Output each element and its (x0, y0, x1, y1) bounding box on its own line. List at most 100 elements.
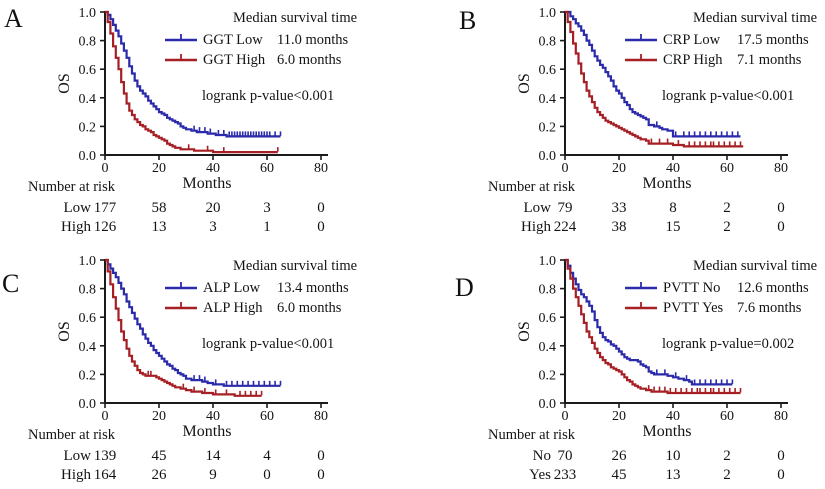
legend-median-value: 7.1 months (737, 52, 802, 68)
y-tick-label: 0.4 (539, 340, 557, 355)
risk-count: 0 (317, 219, 325, 235)
y-tick-label: 0.0 (539, 149, 557, 164)
risk-count: 2 (723, 448, 731, 464)
km-panel-a: A 0.0 0.2 0.4 0.6 0.8 1.0 0 20 40 60 80 Months OS Med… (0, 0, 412, 244)
legend-series-name: CRP High (663, 52, 723, 68)
km-curve-high (565, 258, 741, 395)
legend-series-name: GGT High (203, 52, 266, 68)
risk-count: 4 (263, 448, 271, 464)
y-tick-label: 1.0 (539, 6, 557, 21)
y-tick-label: 0.4 (539, 92, 557, 107)
x-tick-label: 0 (102, 161, 109, 176)
x-axis-label: Months (643, 423, 692, 440)
y-axis-label: OS (516, 73, 533, 93)
risk-count: 177 (94, 200, 117, 216)
risk-table-header: Number at risk (488, 427, 576, 443)
km-panel-c: C 0.0 0.2 0.4 0.6 0.8 1.0 0 20 40 60 80 Months OS Med… (0, 245, 412, 489)
x-tick-label: 20 (612, 161, 626, 176)
legend-series-name: PVTT No (663, 280, 720, 296)
y-tick-label: 0.6 (79, 311, 97, 326)
risk-count: 15 (666, 219, 681, 235)
risk-count: 70 (558, 448, 573, 464)
legend-median-value: 12.6 months (737, 280, 809, 296)
risk-row-label: High (61, 467, 92, 483)
pvalue-annotation: logrank p-value=0.002 (662, 336, 794, 352)
risk-count: 9 (209, 467, 217, 483)
risk-count: 10 (666, 448, 681, 464)
y-tick-label: 1.0 (539, 254, 557, 269)
risk-row-label: High (61, 219, 92, 235)
km-panel-b: B 0.0 0.2 0.4 0.6 0.8 1.0 0 20 40 60 80 Months OS Med… (413, 0, 825, 244)
risk-count: 0 (777, 219, 785, 235)
risk-count: 0 (777, 448, 785, 464)
risk-count: 1 (263, 219, 271, 235)
x-tick-label: 60 (260, 409, 274, 424)
x-tick-label: 60 (260, 161, 274, 176)
x-axis-label: Months (643, 175, 692, 192)
risk-count: 79 (558, 200, 573, 216)
x-tick-label: 20 (152, 409, 166, 424)
risk-count: 0 (317, 200, 325, 216)
x-tick-label: 20 (152, 161, 166, 176)
risk-row-label: Low (524, 200, 552, 216)
risk-count: 26 (612, 448, 628, 464)
legend-median-value: 6.0 months (277, 300, 342, 316)
risk-count: 0 (777, 467, 785, 483)
y-tick-label: 1.0 (79, 6, 97, 21)
risk-count: 0 (317, 467, 325, 483)
risk-table-header: Number at risk (28, 179, 116, 195)
x-tick-label: 0 (102, 409, 109, 424)
risk-count: 45 (152, 448, 167, 464)
km-curve-low (565, 258, 733, 386)
legend-title: Median survival time (693, 258, 817, 274)
x-axis-label: Months (183, 423, 232, 440)
x-tick-label: 40 (206, 409, 220, 424)
panel-letter-a: A (4, 4, 23, 33)
panel-letter-c: C (2, 269, 20, 298)
risk-count: 2 (723, 467, 731, 483)
km-curve-high (105, 10, 278, 154)
km-panel-d: D 0.0 0.2 0.4 0.6 0.8 1.0 0 20 40 60 80 Months OS Med… (413, 245, 825, 489)
km-curve-low (105, 10, 281, 138)
km-plot-d: 0.00.20.40.60.81.00 20 40 60 80MonthsOSMedia… (488, 254, 817, 483)
risk-count: 0 (777, 200, 785, 216)
risk-count: 3 (209, 219, 217, 235)
risk-count: 0 (263, 467, 271, 483)
y-tick-label: 0.0 (539, 397, 557, 412)
risk-count: 3 (263, 200, 271, 216)
y-tick-label: 0.0 (79, 397, 97, 412)
legend-title: Median survival time (233, 10, 357, 26)
panel-letter-d: D (455, 273, 474, 302)
y-tick-label: 0.2 (539, 120, 557, 135)
pvalue-annotation: logrank p-value<0.001 (202, 336, 334, 352)
km-curve-low (565, 10, 741, 138)
legend-series-name: ALP High (203, 300, 263, 316)
risk-count: 2 (723, 200, 731, 216)
y-tick-label: 1.0 (79, 254, 97, 269)
risk-count: 139 (94, 448, 117, 464)
risk-count: 45 (612, 467, 627, 483)
x-tick-label: 40 (206, 161, 220, 176)
risk-row-label: High (521, 219, 552, 235)
legend-median-value: 6.0 months (277, 52, 342, 68)
x-tick-label: 20 (612, 409, 626, 424)
legend-series-name: PVTT Yes (663, 300, 724, 316)
y-axis-label: OS (516, 321, 533, 341)
legend-series-name: CRP Low (663, 32, 721, 48)
y-axis-label: OS (56, 73, 73, 93)
risk-count: 224 (554, 219, 577, 235)
risk-table-header: Number at risk (28, 427, 116, 443)
x-tick-label: 80 (314, 161, 328, 176)
panel-letter-b: B (459, 6, 477, 35)
y-tick-label: 0.6 (79, 63, 97, 78)
legend-title: Median survival time (693, 10, 817, 26)
legend-series-name: ALP Low (203, 280, 261, 296)
y-tick-label: 0.2 (539, 368, 557, 383)
x-tick-label: 0 (562, 161, 569, 176)
risk-count: 38 (612, 219, 627, 235)
legend-median-value: 13.4 months (277, 280, 349, 296)
risk-count: 0 (317, 448, 325, 464)
risk-row-label: Low (64, 200, 92, 216)
x-tick-label: 80 (774, 409, 788, 424)
